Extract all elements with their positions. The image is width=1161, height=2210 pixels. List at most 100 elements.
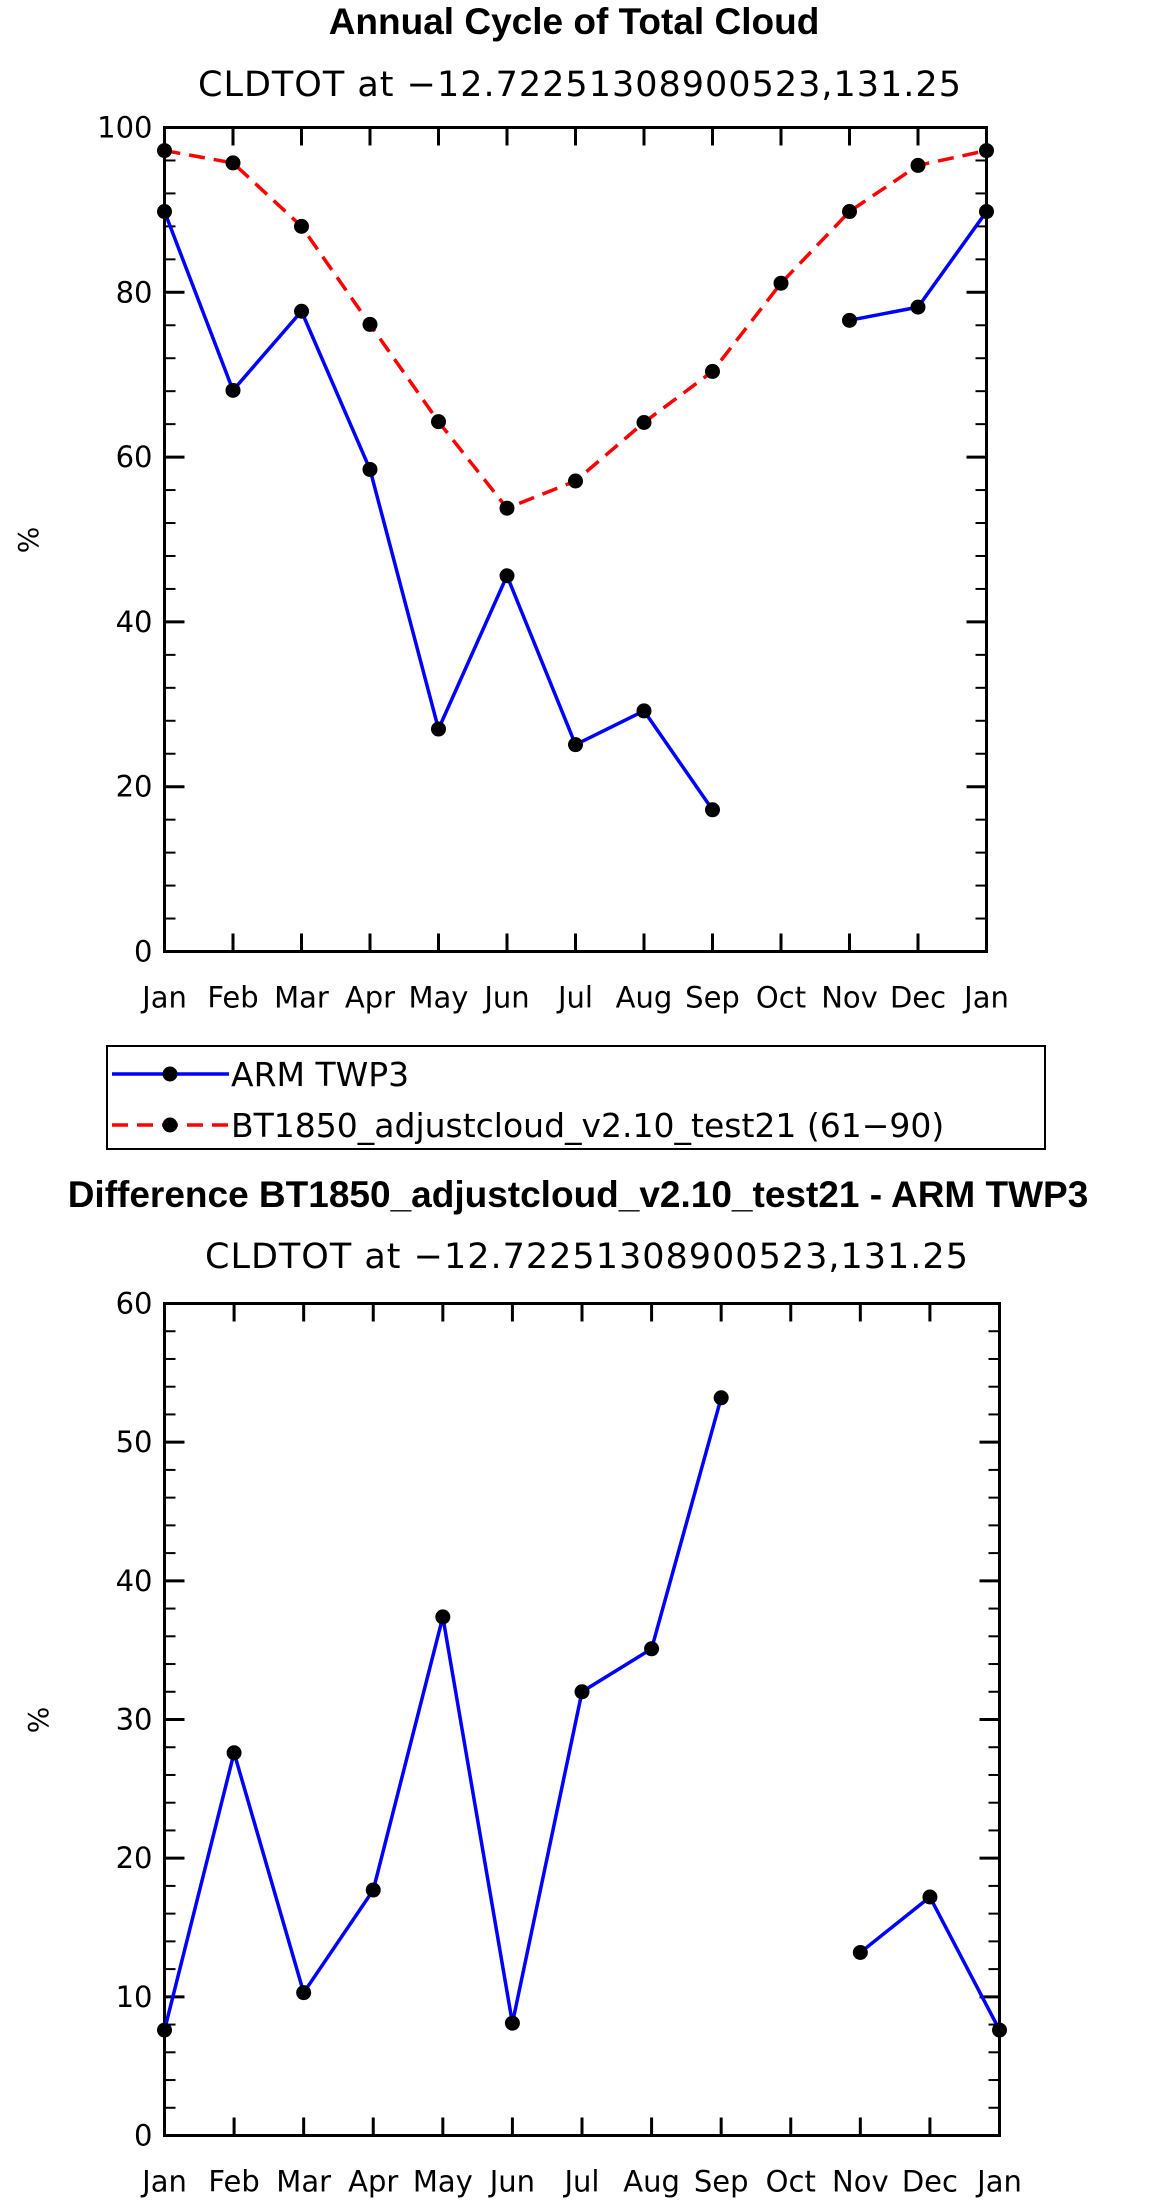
top-series-0-point bbox=[157, 204, 172, 220]
bottom-axes: 0 10 20 30 40 50 60 Jan Feb Mar Apr May Jun Jul Aug Sep… bbox=[116, 1287, 1022, 2199]
top-y-tick-label: 60 bbox=[116, 440, 153, 474]
bottom-x-tick-label: Nov bbox=[832, 2165, 889, 2199]
top-series-1-point bbox=[773, 275, 789, 291]
top-series-1-point bbox=[842, 204, 857, 220]
bottom-chart-title: Difference BT1850_adjustcloud_v2.10_test… bbox=[68, 1174, 1089, 1215]
top-chart-subtitle: CLDTOT at −12.72251308900523,131.25 bbox=[198, 65, 962, 105]
top-series-1-point bbox=[362, 316, 378, 332]
bottom-series-0-point bbox=[992, 2022, 1007, 2038]
top-series-0-point bbox=[568, 737, 583, 753]
top-plot-frame bbox=[163, 126, 988, 953]
top-series-0-point bbox=[705, 802, 720, 818]
top-series-0-point bbox=[636, 703, 652, 719]
top-series-0-line bbox=[162, 210, 714, 811]
bottom-x-tick-label: Mar bbox=[276, 2165, 331, 2199]
bottom-x-tick-label: Jul bbox=[563, 2165, 600, 2199]
top-x-tick-label: May bbox=[409, 981, 469, 1015]
bottom-series-0-line bbox=[162, 1397, 723, 2031]
bottom-plot-frame bbox=[163, 1302, 1001, 2137]
top-series-1-point bbox=[568, 473, 583, 489]
top-series-0-point bbox=[979, 204, 994, 220]
top-y-tick-label: 20 bbox=[116, 770, 153, 804]
bottom-y-tick-label: 60 bbox=[116, 1287, 153, 1321]
top-x-tick-label: Jan bbox=[962, 981, 1009, 1015]
bottom-series-0-point bbox=[365, 1882, 381, 1898]
top-y-tick-label: 40 bbox=[116, 605, 153, 639]
top-chart-title: Annual Cycle of Total Cloud bbox=[329, 1, 820, 42]
top-series-1-point bbox=[294, 218, 309, 234]
legend-label-arm: ARM TWP3 bbox=[231, 1055, 409, 1094]
bottom-panel: Difference BT1850_adjustcloud_v2.10_test… bbox=[22, 1174, 1088, 2199]
bottom-y-tick-label: 30 bbox=[116, 1703, 153, 1737]
top-series-1-point bbox=[910, 157, 926, 173]
bottom-series-0-point bbox=[504, 2015, 520, 2031]
bottom-y-tick-label: 20 bbox=[116, 1841, 153, 1875]
bottom-series-0-point bbox=[574, 1684, 590, 1700]
top-y-axis-label: % bbox=[12, 527, 45, 554]
top-x-tick-label: Apr bbox=[345, 981, 395, 1015]
top-x-tick-label: Mar bbox=[274, 981, 329, 1015]
bottom-x-tick-label: Aug bbox=[623, 2165, 680, 2199]
top-x-tick-label: Sep bbox=[685, 981, 740, 1015]
bottom-chart-subtitle: CLDTOT at −12.72251308900523,131.25 bbox=[205, 1237, 969, 1277]
top-series-layer bbox=[157, 143, 994, 818]
bottom-x-tick-label: Apr bbox=[348, 2165, 398, 2199]
top-series-1-point bbox=[979, 143, 994, 159]
bottom-series-0-point bbox=[226, 1745, 242, 1761]
top-series-0-point bbox=[294, 303, 309, 319]
top-x-tick-label: Dec bbox=[890, 981, 946, 1015]
bottom-y-tick-label: 40 bbox=[116, 1564, 153, 1598]
top-x-tick-label: Feb bbox=[207, 981, 258, 1015]
top-series-1-point bbox=[705, 363, 720, 379]
bottom-x-tick-label: Jun bbox=[488, 2165, 535, 2199]
legend-marker-bt1850 bbox=[162, 1117, 178, 1133]
legend-box bbox=[106, 1045, 1046, 1150]
top-series-0-point bbox=[910, 299, 926, 315]
top-series-1-point bbox=[499, 500, 515, 516]
legend-marker-arm bbox=[162, 1066, 178, 1082]
top-series-0-point bbox=[499, 568, 515, 584]
bottom-series-0-point bbox=[296, 1985, 312, 2001]
top-series-0-point bbox=[362, 461, 378, 477]
bottom-x-tick-label: Dec bbox=[902, 2165, 958, 2199]
bottom-series-0-line bbox=[859, 1895, 1002, 2031]
bottom-y-tick-label: 50 bbox=[116, 1425, 153, 1459]
top-series-1-point bbox=[431, 414, 446, 430]
bottom-y-axis-label: % bbox=[22, 1707, 55, 1734]
bottom-series-0-point bbox=[852, 1944, 868, 1960]
top-x-tick-label: Jun bbox=[482, 981, 529, 1015]
top-series-1-point bbox=[157, 143, 172, 159]
bottom-series-0-point bbox=[157, 2022, 172, 2038]
bottom-x-tick-label: May bbox=[413, 2165, 473, 2199]
bottom-series-0-point bbox=[644, 1641, 660, 1657]
top-series-1-point bbox=[636, 414, 652, 430]
top-panel: Annual Cycle of Total Cloud CLDTOT at −1… bbox=[12, 1, 1009, 1015]
bottom-series-0-point bbox=[435, 1609, 451, 1625]
bottom-x-tick-label: Oct bbox=[766, 2165, 816, 2199]
bottom-series-0-point bbox=[713, 1390, 729, 1406]
legend: ARM TWP3 BT1850_adjustcloud_v2.10_test21… bbox=[106, 1045, 1046, 1150]
bottom-y-tick-label: 0 bbox=[134, 2119, 152, 2153]
top-series-0-point bbox=[842, 312, 857, 328]
bottom-x-tick-label: Feb bbox=[208, 2165, 259, 2199]
bottom-series-layer bbox=[157, 1390, 1007, 2038]
top-x-tick-label: Aug bbox=[616, 981, 673, 1015]
top-series-0-point bbox=[225, 382, 241, 398]
bottom-y-tick-label: 10 bbox=[116, 1980, 153, 2014]
top-y-tick-label: 80 bbox=[116, 275, 153, 309]
bottom-x-tick-label: Jan bbox=[975, 2165, 1022, 2199]
top-x-tick-label: Nov bbox=[821, 981, 878, 1015]
top-y-tick-label: 0 bbox=[134, 935, 152, 969]
bottom-x-tick-label: Sep bbox=[694, 2165, 749, 2199]
top-series-1-point bbox=[225, 155, 241, 171]
top-y-tick-label: 100 bbox=[97, 111, 152, 145]
top-x-tick-label: Jul bbox=[556, 981, 593, 1015]
top-axes: 0 20 40 60 80 100 Jan Feb Mar Apr May Jun Jul Aug Sep O… bbox=[97, 111, 1009, 1015]
bottom-series-0-point bbox=[922, 1889, 938, 1905]
legend-label-bt1850: BT1850_adjustcloud_v2.10_test21 (61−90) bbox=[231, 1106, 944, 1145]
bottom-x-tick-label: Jan bbox=[140, 2165, 187, 2199]
top-series-0-point bbox=[431, 721, 446, 737]
top-x-tick-label: Oct bbox=[756, 981, 806, 1015]
top-x-tick-label: Jan bbox=[140, 981, 187, 1015]
